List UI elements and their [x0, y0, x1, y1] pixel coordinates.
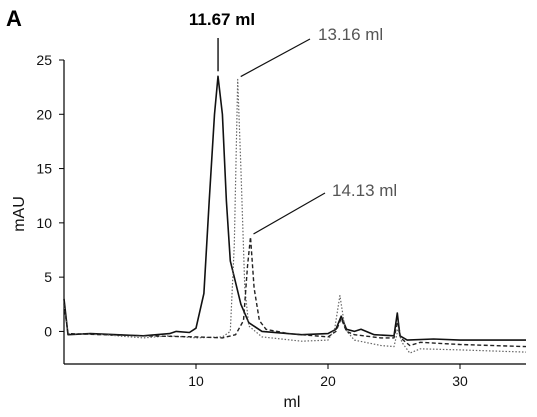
x-axis-label: ml [284, 394, 301, 411]
axes: 0 5 10 15 20 25 10 20 30 [36, 52, 526, 389]
y-tick-label: 0 [44, 323, 52, 339]
y-tick-label: 20 [36, 106, 52, 122]
x-tick-label: 10 [188, 373, 204, 389]
y-tick-label: 10 [36, 215, 52, 231]
trace-dotted [63, 78, 527, 354]
y-tick-label: 5 [44, 269, 52, 285]
trace-dashed [63, 236, 527, 348]
peak-leader-line [240, 38, 311, 78]
peak-label: 13.16 ml [318, 25, 383, 44]
trace-solid [63, 75, 526, 341]
y-tick-label: 15 [36, 161, 52, 177]
peak-annotations: 11.67 ml 13.16 ml 14.13 ml [189, 10, 397, 235]
peak-label: 11.67 ml [189, 10, 255, 29]
x-tick-label: 30 [452, 373, 468, 389]
x-tick-label: 20 [320, 373, 336, 389]
y-tick-label: 25 [36, 52, 52, 68]
panel-label: A [6, 6, 22, 31]
peak-label: 14.13 ml [332, 181, 397, 200]
y-axis-label: mAU [11, 196, 28, 232]
peak-leader-line [253, 192, 326, 235]
traces [63, 75, 527, 354]
